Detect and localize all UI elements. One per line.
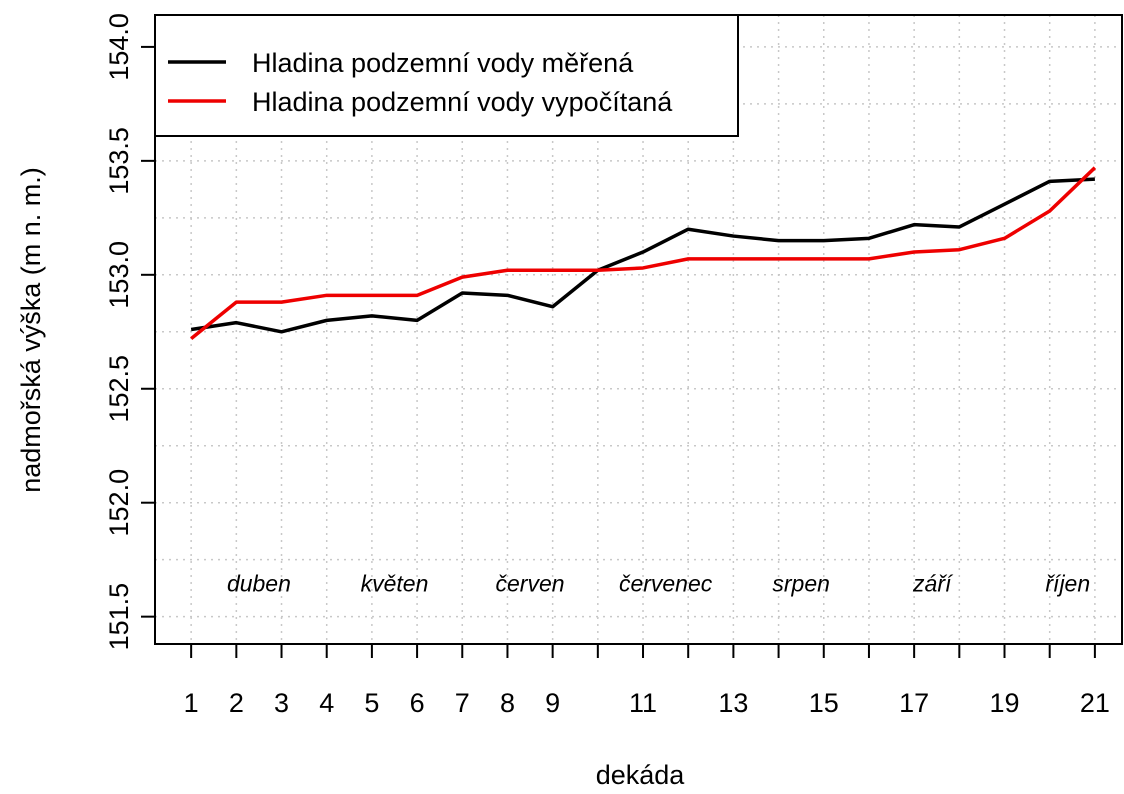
annotation: červenec (619, 570, 713, 596)
x-tick-label: 13 (718, 688, 748, 718)
y-tick-label: 153.5 (104, 127, 134, 195)
x-tick-label: 2 (229, 688, 244, 718)
y-axis-label: nadmořská výška (m n. m.) (16, 167, 46, 493)
x-tick-label: 9 (545, 688, 560, 718)
y-tick-label: 153.0 (104, 241, 134, 309)
x-tick-label: 7 (455, 688, 470, 718)
annotation: duben (227, 570, 291, 596)
x-tick-label: 15 (809, 688, 839, 718)
x-tick-label: 21 (1080, 688, 1110, 718)
x-axis-label: dekáda (596, 760, 686, 790)
y-tick-label: 154.0 (104, 13, 134, 81)
x-tick-label: 4 (319, 688, 334, 718)
annotation: říjen (1045, 570, 1090, 596)
x-tick-label: 19 (989, 688, 1019, 718)
legend-label: Hladina podzemní vody vypočítaná (252, 87, 673, 117)
x-tick-label: 11 (629, 688, 657, 718)
legend-label: Hladina podzemní vody měřená (252, 48, 634, 78)
annotation: září (912, 570, 954, 596)
annotation: květen (361, 570, 429, 596)
x-tick-label: 1 (184, 688, 199, 718)
annotation: srpen (772, 570, 830, 596)
y-tick-label: 151.5 (104, 583, 134, 651)
x-tick-label: 5 (364, 688, 379, 718)
y-tick-label: 152.5 (104, 355, 134, 423)
data-line (190, 177, 1095, 334)
x-tick-label: 17 (899, 688, 929, 718)
legend-box (154, 14, 739, 137)
x-tick-label: 3 (274, 688, 289, 718)
y-tick-label: 152.0 (104, 469, 134, 537)
x-tick-label: 6 (410, 688, 425, 718)
x-tick-label: 8 (500, 688, 515, 718)
annotation: červen (496, 570, 565, 596)
data-line (190, 166, 1097, 340)
